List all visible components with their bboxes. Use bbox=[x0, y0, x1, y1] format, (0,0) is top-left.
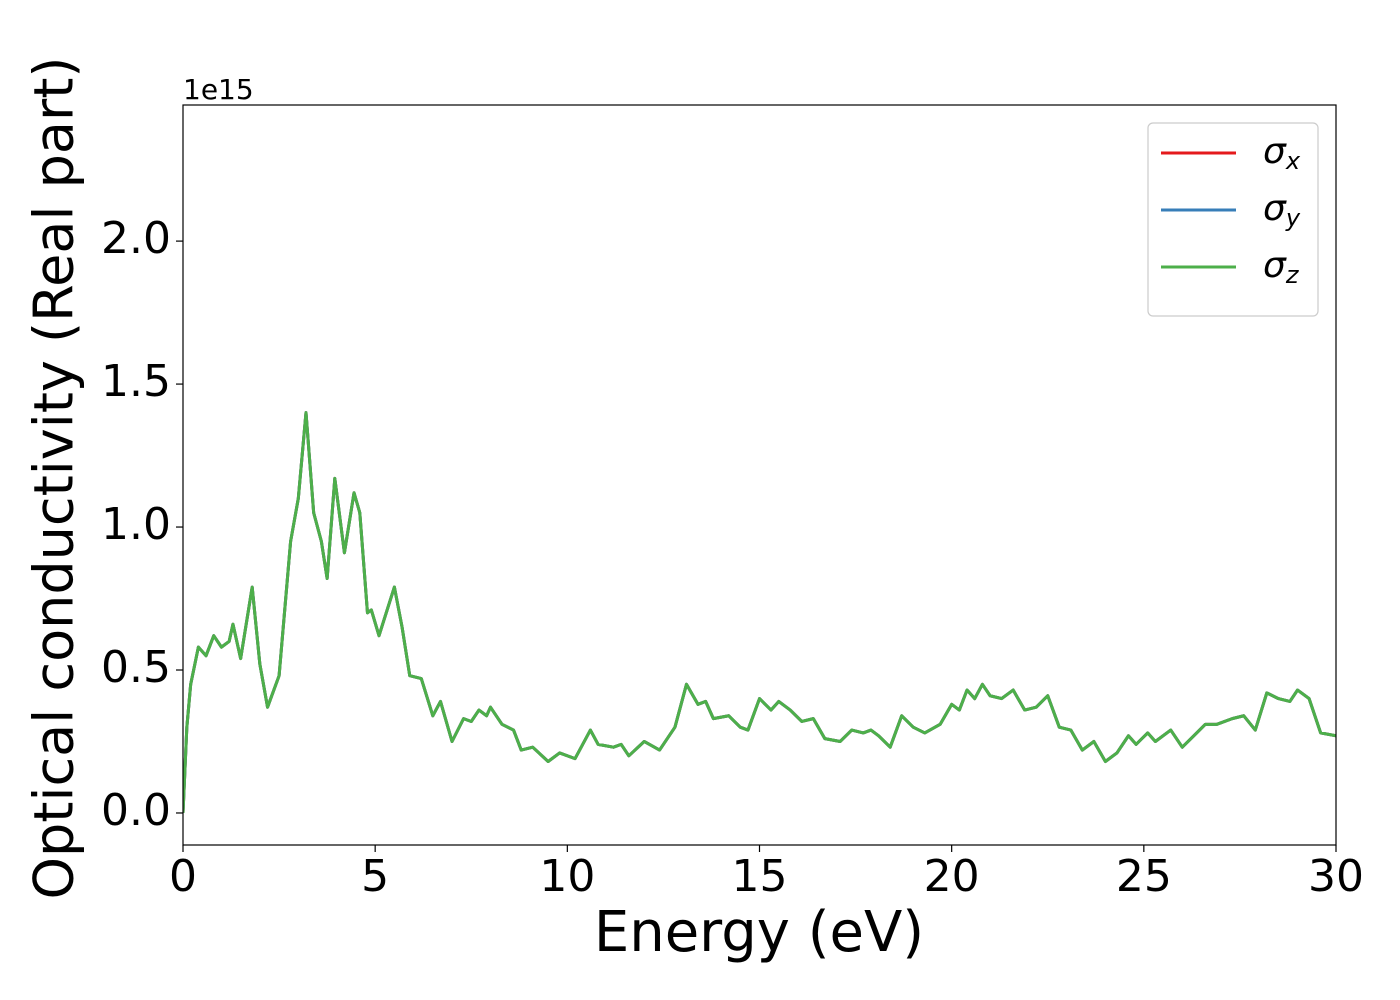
series-line bbox=[183, 411, 1336, 814]
x-tick-label: 15 bbox=[732, 851, 788, 902]
x-tick-label: 5 bbox=[361, 851, 389, 902]
y-axis-label: Optical conductivity (Real part) bbox=[23, 57, 86, 900]
plot-frame bbox=[182, 104, 1337, 846]
series-line bbox=[183, 411, 1336, 814]
legend-label: σz bbox=[1263, 245, 1300, 289]
legend-label: σx bbox=[1263, 131, 1301, 175]
y-tick-label: 1.5 bbox=[101, 356, 171, 407]
x-tick-label: 30 bbox=[1308, 851, 1364, 902]
x-tick-label: 20 bbox=[924, 851, 980, 902]
legend-label: σy bbox=[1263, 188, 1301, 232]
y-tick-label: 0.5 bbox=[101, 642, 171, 693]
x-tick-label: 10 bbox=[539, 851, 595, 902]
series-line bbox=[183, 411, 1336, 814]
y-tick-label: 1.0 bbox=[101, 499, 171, 550]
x-tick-label: 25 bbox=[1116, 851, 1172, 902]
y-tick-label: 0.0 bbox=[101, 785, 171, 836]
y-tick-label: 2.0 bbox=[101, 213, 171, 264]
x-axis-label: Energy (eV) bbox=[594, 900, 924, 965]
x-tick-label: 0 bbox=[169, 851, 197, 902]
offset-label: 1e15 bbox=[183, 73, 254, 106]
